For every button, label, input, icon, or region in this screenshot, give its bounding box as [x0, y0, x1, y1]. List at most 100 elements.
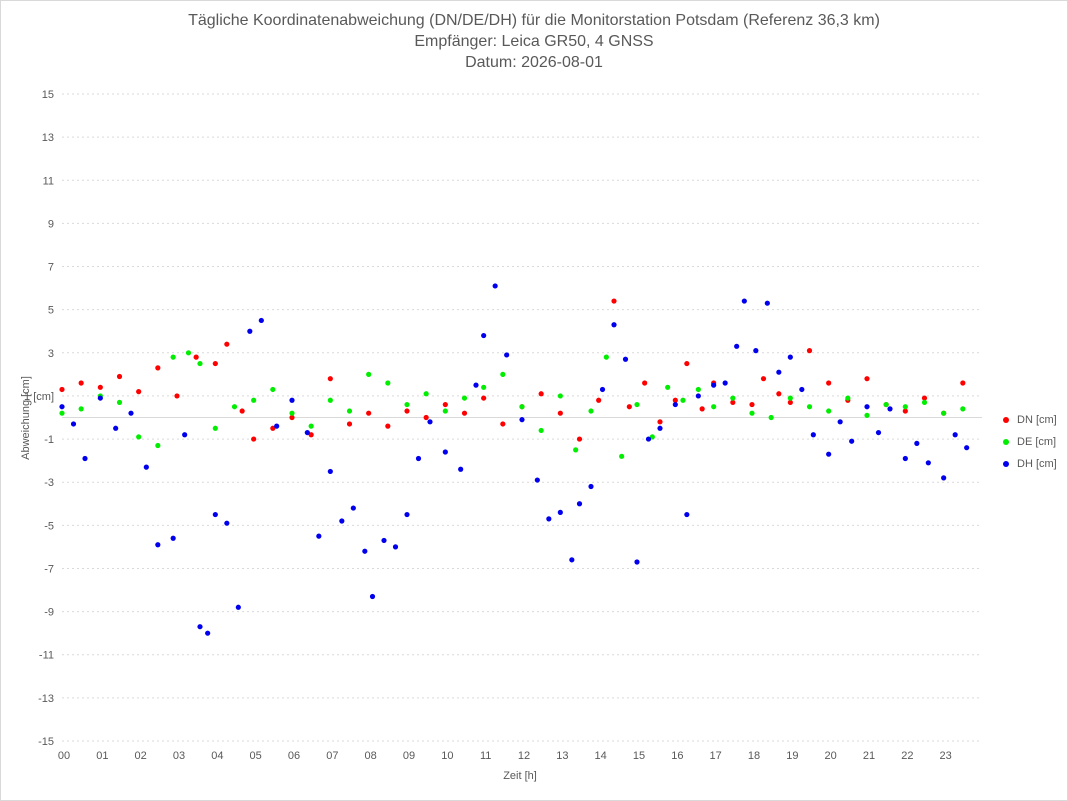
- data-point-dh: [97, 395, 103, 401]
- y-tick-label: 7: [48, 262, 54, 274]
- data-point-dn: [806, 348, 813, 354]
- data-points: [59, 283, 970, 636]
- legend-marker-icon: [1003, 417, 1009, 423]
- x-tick-label: 23: [940, 750, 952, 762]
- data-point-de: [212, 425, 218, 431]
- data-point-de: [921, 399, 928, 406]
- data-point-de: [78, 406, 84, 412]
- data-point-dn: [136, 389, 142, 395]
- data-point-dh: [887, 406, 893, 412]
- data-point-dh: [849, 438, 855, 444]
- data-point-dh: [155, 542, 161, 548]
- data-point-dn: [699, 406, 705, 412]
- data-point-dn: [442, 401, 448, 408]
- y-tick-label: -1: [44, 434, 54, 446]
- data-point-de: [634, 401, 640, 408]
- data-point-dn: [224, 341, 230, 347]
- data-point-dh: [70, 421, 77, 427]
- data-point-dh: [810, 432, 816, 438]
- data-point-dh: [645, 436, 652, 442]
- data-point-dn: [174, 393, 180, 399]
- data-point-dn: [921, 395, 928, 401]
- data-point-de: [695, 386, 701, 393]
- data-point-de: [603, 354, 609, 360]
- chart-date: Datum: 2026-08-01: [465, 54, 603, 71]
- legend: DN [cm] DE [cm] DH [cm]: [1003, 409, 1057, 475]
- data-point-dh: [914, 440, 920, 446]
- data-point-dh: [941, 475, 947, 481]
- legend-label: DE [cm]: [1017, 436, 1057, 448]
- data-point-dh: [427, 419, 433, 425]
- legend-marker-icon: [1003, 461, 1009, 467]
- data-point-dn: [423, 414, 429, 421]
- data-point-dh: [143, 464, 149, 470]
- data-point-dn: [346, 421, 353, 427]
- x-tick-label: 08: [365, 750, 377, 762]
- data-point-dn: [672, 397, 678, 403]
- x-tick-label: 06: [288, 750, 300, 762]
- data-point-dn: [864, 376, 870, 382]
- data-point-dn: [557, 410, 563, 416]
- data-point-dh: [289, 397, 295, 403]
- data-point-dh: [212, 511, 218, 518]
- data-point-de: [864, 412, 870, 418]
- data-point-de: [185, 350, 192, 356]
- data-point-dh: [274, 423, 280, 429]
- x-axis-title: Zeit [h]: [503, 770, 537, 782]
- x-tick-label: 17: [710, 750, 722, 762]
- data-point-dh: [722, 380, 728, 386]
- x-tick-label: 12: [518, 750, 530, 762]
- data-point-dn: [596, 397, 602, 403]
- data-point-dh: [837, 419, 843, 425]
- data-point-dh: [492, 283, 498, 289]
- data-point-de: [500, 371, 506, 377]
- data-point-dh: [327, 468, 333, 475]
- y-tick-label: 1 [cm]: [24, 391, 54, 403]
- x-tick-label: 05: [250, 750, 262, 762]
- data-point-dh: [569, 557, 575, 563]
- y-tick-label: 3: [48, 348, 54, 360]
- data-point-dh: [404, 511, 410, 518]
- data-point-dh: [82, 455, 88, 462]
- data-point-dn: [327, 376, 333, 382]
- y-tick-label: -5: [44, 520, 54, 532]
- data-point-dh: [415, 455, 422, 462]
- data-point-dn: [576, 436, 583, 442]
- y-tick-label: -3: [44, 477, 54, 489]
- data-point-dn: [657, 419, 663, 425]
- data-point-dh: [734, 343, 740, 349]
- data-point-dn: [155, 365, 161, 371]
- data-point-dn: [481, 395, 487, 401]
- chart-title: Tägliche Koordinatenabweichung (DN/DE/DH…: [188, 12, 880, 29]
- data-point-de: [170, 354, 176, 360]
- data-point-dh: [304, 429, 310, 436]
- data-point-dh: [787, 354, 793, 360]
- data-point-dn: [461, 410, 468, 416]
- data-point-dn: [193, 354, 199, 360]
- data-point-de: [251, 397, 257, 403]
- data-point-dh: [519, 417, 525, 423]
- data-point-dh: [473, 382, 479, 388]
- data-point-dh: [557, 509, 563, 515]
- data-point-dh: [442, 449, 448, 455]
- data-point-dh: [952, 432, 958, 438]
- data-point-de: [787, 395, 793, 401]
- x-tick-label: 00: [58, 750, 70, 762]
- data-point-dh: [695, 393, 701, 399]
- data-point-de: [845, 395, 851, 401]
- x-tick-label: 04: [211, 750, 223, 762]
- data-point-de: [308, 423, 314, 429]
- data-point-dh: [481, 332, 487, 339]
- data-point-de: [289, 410, 295, 416]
- data-point-dh: [128, 410, 134, 416]
- data-point-de: [519, 404, 525, 410]
- y-tick-label: -7: [44, 563, 54, 575]
- x-tick-label: 19: [786, 750, 798, 762]
- data-point-de: [749, 410, 755, 416]
- grid-lines: [62, 93, 982, 742]
- x-tick-label: 02: [135, 750, 147, 762]
- data-point-de: [155, 442, 161, 449]
- data-point-dh: [964, 445, 970, 451]
- data-point-dn: [538, 391, 544, 397]
